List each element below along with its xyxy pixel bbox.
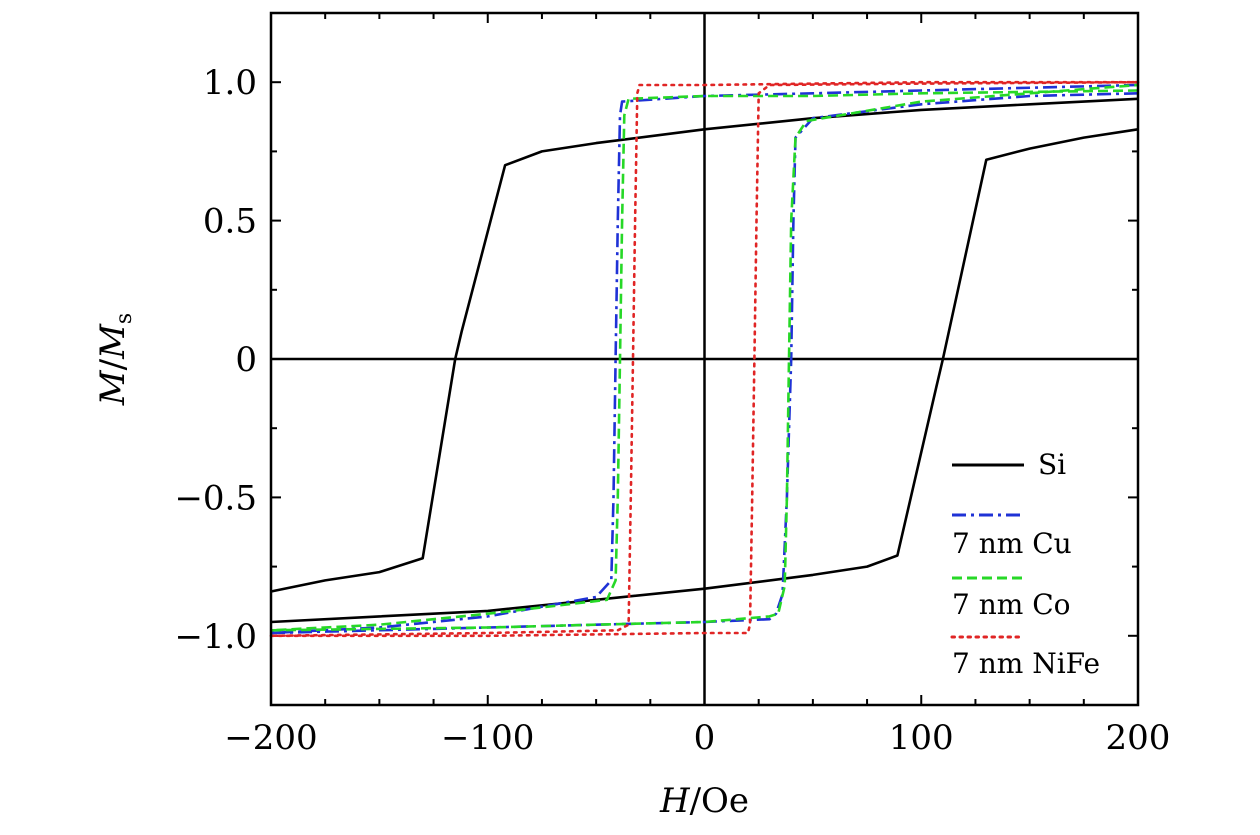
series-line-7-nm-co-ascending (270, 83, 1139, 632)
series-line-si-ascending (270, 128, 1139, 624)
y-tick-label: 1.0 (203, 63, 257, 103)
y-axis-label-m2: M (93, 323, 133, 360)
y-tick-label: −0.5 (174, 478, 257, 518)
y-tick-label: 0.5 (203, 202, 257, 242)
series-line-si-descending (270, 97, 1139, 593)
y-axis-label-subscript: s (112, 313, 137, 324)
x-axis-label-unit: /Oe (690, 781, 749, 821)
y-tick-label: −1.0 (174, 617, 257, 657)
x-tick-label: 0 (694, 718, 716, 758)
y-axis-label: M/Ms (93, 313, 137, 406)
series-group (269, 80, 1140, 638)
x-tick-label: 100 (889, 718, 954, 758)
x-tick-label: −100 (441, 718, 534, 758)
plot-frame (269, 11, 1140, 707)
y-axis-label-slash: / (93, 358, 133, 370)
x-tick-label: −200 (224, 718, 317, 758)
series-line-7-nm-cu-descending (270, 83, 1139, 635)
legend-label-7-nm-cu: 7 nm Cu (952, 527, 1072, 560)
tick-labels: −200 −100 0 100 200 −1.0 −0.5 0 0.5 1.0 (174, 63, 1170, 758)
x-tick-label: 200 (1106, 718, 1171, 758)
legend-label-si: Si (1038, 448, 1066, 481)
legend: Si 7 nm Cu 7 nm Co 7 nm NiFe (950, 448, 1100, 680)
legend-label-7-nm-nife: 7 nm NiFe (952, 647, 1100, 680)
series-line-7-nm-nife-ascending (269, 80, 1140, 638)
legend-label-7-nm-co: 7 nm Co (952, 588, 1070, 621)
series-line-7-nm-nife-descending (269, 80, 1140, 638)
y-axis-label-m: M (93, 369, 133, 406)
y-tick-label: 0 (235, 340, 257, 380)
series-line-7-nm-co-descending (270, 89, 1139, 632)
x-axis-label-symbol: H (659, 781, 691, 821)
x-axis-label: H/Oe (659, 781, 749, 821)
